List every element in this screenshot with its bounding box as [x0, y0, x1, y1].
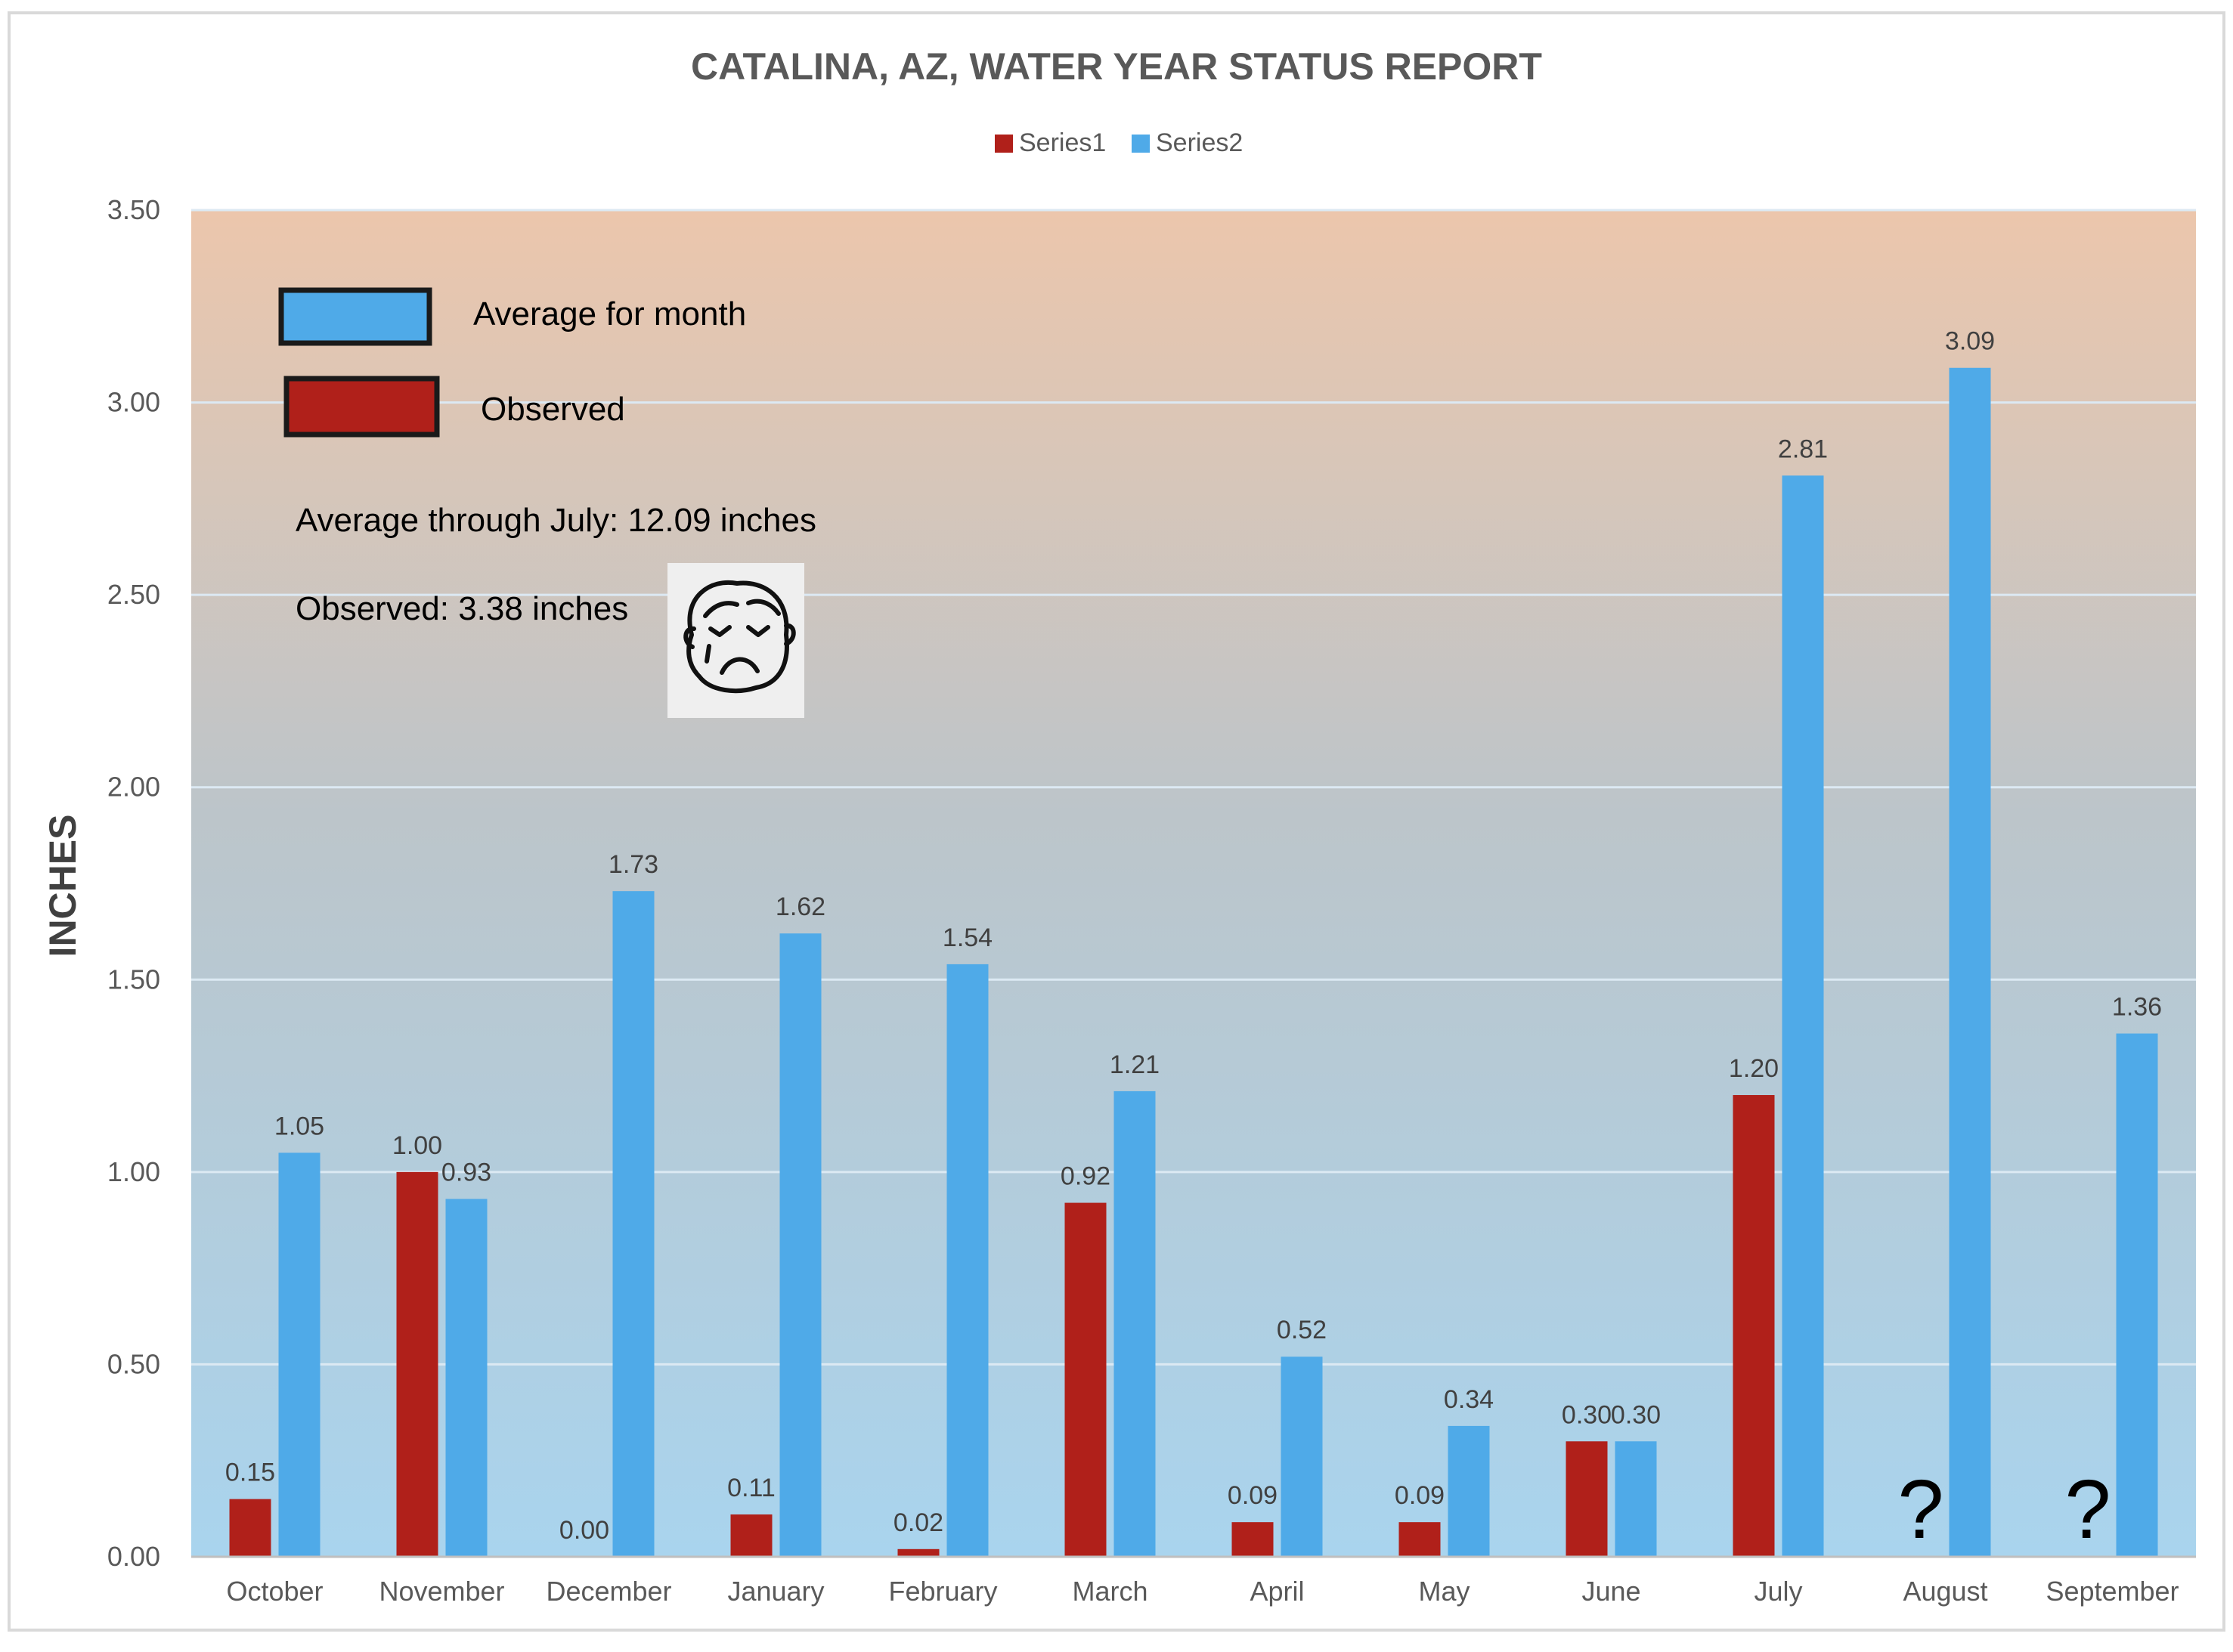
annotation-legend: Average for month Observed Average throu… — [278, 287, 816, 627]
bar-average — [1782, 475, 1824, 1557]
data-label: 0.09 — [1228, 1481, 1278, 1510]
x-category-label: March — [1072, 1576, 1147, 1607]
y-tick-label: 0.50 — [107, 1348, 160, 1379]
bar-average — [278, 1152, 321, 1557]
data-label: 1.62 — [776, 893, 825, 921]
data-label: 1.20 — [1729, 1054, 1779, 1083]
y-tick-label: 3.50 — [107, 194, 160, 225]
data-labels: 0.15 1.05 1.000.93 0.00 1.73 0.11 1.62 0.02 1.54… — [225, 327, 2162, 1556]
data-label: 0.30 — [1611, 1400, 1661, 1429]
missing-value-marker: ? — [2064, 1463, 2111, 1556]
bars — [229, 367, 2158, 1558]
annotation-swatch-average — [278, 287, 432, 346]
data-label: 0.00 — [559, 1516, 609, 1545]
bar-observed — [1398, 1522, 1441, 1557]
data-label: 0.11 — [727, 1474, 776, 1502]
y-tick-label: 2.50 — [107, 579, 160, 610]
legend-swatch-series2 — [1132, 135, 1150, 153]
plot-area — [191, 210, 2196, 1557]
legend: Series1 Series2 — [995, 128, 1243, 157]
y-axis-ticks: 0.00 0.50 1.00 1.50 2.00 2.50 3.00 3.50 — [107, 194, 160, 1572]
bar-observed — [396, 1171, 438, 1557]
legend-label-series2: Series2 — [1156, 128, 1243, 157]
data-label: 0.15 — [225, 1459, 275, 1487]
data-label: 0.93 — [441, 1158, 491, 1186]
x-category-label: January — [727, 1576, 824, 1607]
data-label: 0.34 — [1444, 1385, 1494, 1414]
data-label: 0.02 — [894, 1508, 943, 1537]
bar-observed — [1566, 1441, 1608, 1557]
y-tick-label: 3.00 — [107, 387, 160, 418]
bar-observed — [1733, 1095, 1775, 1557]
x-category-label: November — [379, 1576, 504, 1607]
x-category-label: July — [1754, 1576, 1802, 1607]
data-label: 1.54 — [943, 923, 993, 952]
bar-average — [779, 933, 822, 1557]
data-label: 0.30 — [1562, 1400, 1612, 1429]
bar-average — [1113, 1091, 1156, 1557]
data-label: 0.52 — [1277, 1316, 1327, 1344]
bar-average — [2116, 1033, 2158, 1557]
bar-observed — [1231, 1522, 1274, 1557]
x-axis-categories: October November December January February Ma… — [226, 1576, 2179, 1607]
data-label: 2.81 — [1778, 435, 1828, 463]
x-category-label: May — [1418, 1576, 1470, 1607]
bar-average — [1448, 1425, 1490, 1557]
y-tick-label: 0.00 — [107, 1541, 160, 1572]
bar-observed — [229, 1499, 271, 1557]
x-category-label: April — [1250, 1576, 1304, 1607]
data-label: 0.09 — [1395, 1481, 1445, 1510]
data-label: 3.09 — [1945, 327, 1995, 356]
data-label: 1.05 — [274, 1112, 324, 1140]
data-label: 1.36 — [2112, 993, 2162, 1022]
data-label: 1.73 — [609, 850, 658, 879]
observed-total-note: Observed: 3.38 inches — [296, 590, 628, 627]
x-category-label: October — [226, 1576, 323, 1607]
x-category-label: September — [2046, 1576, 2179, 1607]
data-label: 1.00 — [392, 1131, 442, 1160]
y-tick-label: 2.00 — [107, 772, 160, 803]
gridlines — [191, 209, 2196, 1366]
x-category-label: December — [546, 1576, 671, 1607]
bar-average — [1281, 1357, 1323, 1557]
data-label: 1.21 — [1110, 1050, 1160, 1079]
legend-label-series1: Series1 — [1019, 128, 1106, 157]
x-category-label: February — [888, 1576, 997, 1607]
x-category-label: June — [1581, 1576, 1640, 1607]
bar-average — [946, 964, 989, 1557]
annotation-swatch-observed — [283, 376, 440, 438]
bar-average — [1615, 1441, 1657, 1557]
bar-average — [1949, 367, 1991, 1558]
bar-average — [445, 1199, 488, 1557]
y-tick-label: 1.00 — [107, 1156, 160, 1187]
bar-observed — [897, 1548, 940, 1557]
data-label: 0.92 — [1061, 1162, 1110, 1191]
missing-value-marker: ? — [1897, 1463, 1943, 1556]
bar-observed — [730, 1514, 773, 1557]
chart-title: CATALINA, AZ, WATER YEAR STATUS REPORT — [691, 45, 1542, 88]
frowning-face-icon — [667, 563, 804, 718]
annotation-label-average: Average for month — [473, 295, 746, 333]
x-category-label: August — [1903, 1576, 1987, 1607]
y-axis-title: INCHES — [42, 815, 84, 957]
y-tick-label: 1.50 — [107, 964, 160, 995]
annotation-label-observed: Observed — [481, 391, 625, 428]
average-through-july-note: Average through July: 12.09 inches — [296, 502, 816, 539]
bar-average — [612, 891, 655, 1557]
legend-swatch-series1 — [995, 135, 1013, 153]
bar-observed — [1064, 1202, 1107, 1557]
